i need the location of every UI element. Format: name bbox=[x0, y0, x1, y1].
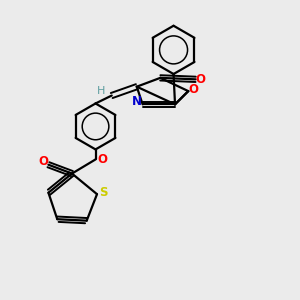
Text: S: S bbox=[99, 186, 108, 199]
Text: O: O bbox=[189, 83, 199, 96]
Text: O: O bbox=[38, 155, 48, 168]
Text: N: N bbox=[132, 95, 142, 108]
Text: H: H bbox=[97, 86, 106, 96]
Text: O: O bbox=[97, 153, 107, 166]
Text: O: O bbox=[195, 73, 205, 86]
